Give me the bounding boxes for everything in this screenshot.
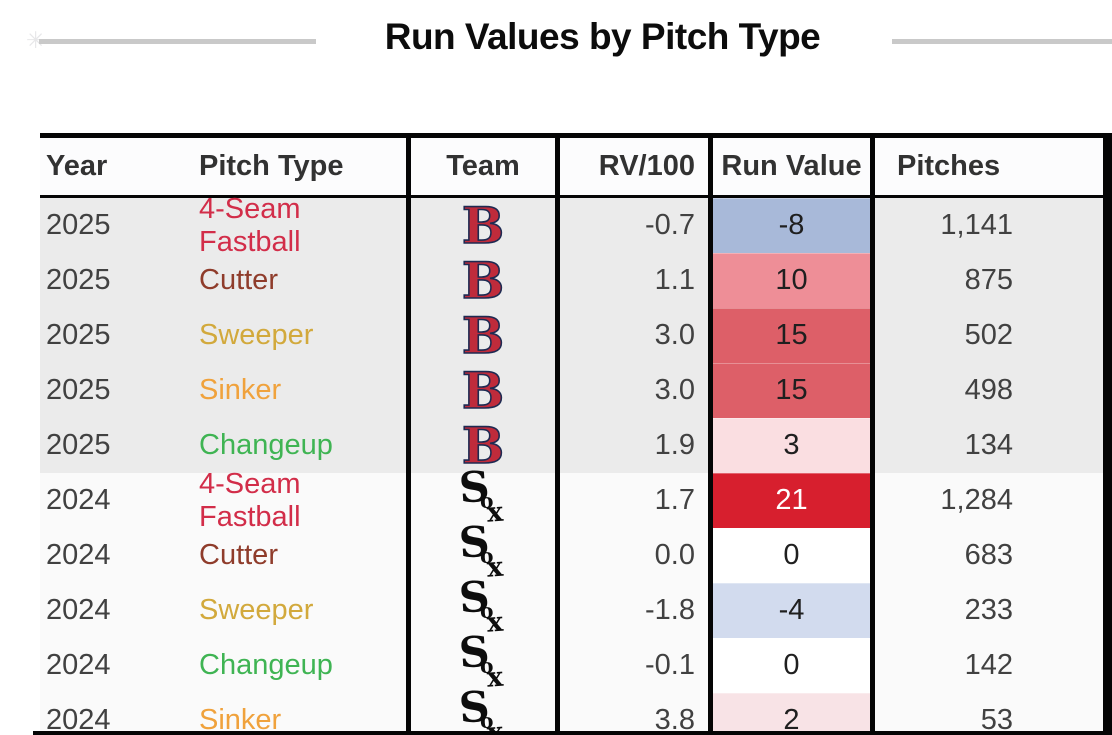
year-cell: 2024 bbox=[46, 594, 111, 626]
run-value-cell: 15 bbox=[708, 308, 870, 363]
table-bottom-border bbox=[33, 731, 1112, 735]
team-cell: B bbox=[406, 198, 555, 253]
year-cell: 2024 bbox=[46, 649, 111, 681]
faint-asterisk-mark: ✳ bbox=[26, 27, 46, 53]
pitches-cell: 498 bbox=[870, 363, 1103, 418]
run-value-cell: 15 bbox=[708, 363, 870, 418]
run-value-cell: 0 bbox=[708, 638, 870, 693]
red-sox-logo: B bbox=[461, 195, 505, 255]
pitch-type-cell: Sweeper bbox=[199, 319, 314, 351]
run-value-cell: -4 bbox=[708, 583, 870, 638]
red-sox-logo: B bbox=[461, 250, 505, 310]
pitches-cell: 1,141 bbox=[870, 198, 1103, 253]
pitch-type-cell: 4-Seam Fastball bbox=[199, 192, 301, 258]
page-title: Run Values by Pitch Type bbox=[384, 16, 821, 57]
year-cell: 2025 bbox=[46, 264, 111, 296]
year-cell: 2025 bbox=[46, 319, 111, 351]
pitch-type-cell: Changeup bbox=[199, 429, 333, 461]
pitches-cell: 1,284 bbox=[870, 473, 1103, 528]
run-value-cell: 0 bbox=[708, 528, 870, 583]
run-value-cell: 2 bbox=[708, 693, 870, 735]
header-team[interactable]: Team bbox=[406, 138, 555, 195]
red-sox-logo: B bbox=[461, 305, 505, 365]
year-cell: 2025 bbox=[46, 374, 111, 406]
rv100-cell: 3.0 bbox=[555, 308, 708, 363]
rv100-cell: 0.0 bbox=[555, 528, 708, 583]
table-header-row: Year Pitch Type Team RV/100 Run Value Pi… bbox=[40, 133, 1103, 198]
table-row: 2025 Sweeper B 3.0 15 502 bbox=[40, 308, 1103, 363]
rv100-cell: 1.7 bbox=[555, 473, 708, 528]
rv100-cell: -0.7 bbox=[555, 198, 708, 253]
title-rule-right bbox=[892, 39, 1112, 44]
rv100-cell: 3.0 bbox=[555, 363, 708, 418]
team-cell: B bbox=[406, 418, 555, 473]
run-value-cell: -8 bbox=[708, 198, 870, 253]
team-cell: B bbox=[406, 308, 555, 363]
rv100-cell: -0.1 bbox=[555, 638, 708, 693]
pitch-type-cell: 4-Seam Fastball bbox=[199, 467, 301, 533]
table-row: 2025 Sinker B 3.0 15 498 bbox=[40, 363, 1103, 418]
year-cell: 2024 bbox=[46, 539, 111, 571]
table-row: 2025 Cutter B 1.1 10 875 bbox=[40, 253, 1103, 308]
team-cell: B bbox=[406, 253, 555, 308]
year-cell: 2024 bbox=[46, 704, 111, 735]
header-rv100[interactable]: RV/100 bbox=[555, 138, 708, 195]
run-values-table: Year Pitch Type Team RV/100 Run Value Pi… bbox=[40, 133, 1103, 735]
rv100-cell: -1.8 bbox=[555, 583, 708, 638]
run-value-cell: 10 bbox=[708, 253, 870, 308]
pitch-type-cell: Cutter bbox=[199, 264, 278, 296]
header-pitches[interactable]: Pitches bbox=[870, 138, 1103, 195]
team-cell: B bbox=[406, 363, 555, 418]
header-year[interactable]: Year bbox=[46, 150, 108, 182]
year-cell: 2025 bbox=[46, 429, 111, 461]
pitches-cell: 53 bbox=[870, 693, 1103, 735]
pitch-type-cell: Cutter bbox=[199, 539, 278, 571]
header-run-value[interactable]: Run Value bbox=[708, 138, 870, 195]
table-row: 2025 Changeup B 1.9 3 134 bbox=[40, 418, 1103, 473]
rv100-cell: 1.1 bbox=[555, 253, 708, 308]
pitches-cell: 875 bbox=[870, 253, 1103, 308]
table-body: 2025 4-Seam Fastball B -0.7 -8 1,141 202… bbox=[40, 192, 1103, 735]
year-cell: 2025 bbox=[46, 209, 111, 241]
pitch-type-cell: Sweeper bbox=[199, 594, 314, 626]
title-rule-left bbox=[39, 39, 316, 44]
pitch-type-cell: Sinker bbox=[199, 374, 282, 406]
pitches-cell: 683 bbox=[870, 528, 1103, 583]
red-sox-logo: B bbox=[461, 360, 505, 420]
pitches-cell: 233 bbox=[870, 583, 1103, 638]
pitches-cell: 502 bbox=[870, 308, 1103, 363]
rv100-cell: 3.8 bbox=[555, 693, 708, 735]
pitch-type-cell: Changeup bbox=[199, 649, 333, 681]
pitches-cell: 134 bbox=[870, 418, 1103, 473]
header-pitch-type[interactable]: Pitch Type bbox=[199, 150, 344, 182]
table-row: 2025 4-Seam Fastball B -0.7 -8 1,141 bbox=[40, 192, 1103, 258]
year-cell: 2024 bbox=[46, 484, 111, 516]
rv100-cell: 1.9 bbox=[555, 418, 708, 473]
run-value-cell: 3 bbox=[708, 418, 870, 473]
pitch-type-cell: Sinker bbox=[199, 704, 282, 735]
red-sox-logo: B bbox=[461, 415, 505, 475]
clipped-column-border bbox=[1103, 133, 1112, 735]
run-value-cell: 21 bbox=[708, 473, 870, 528]
pitches-cell: 142 bbox=[870, 638, 1103, 693]
